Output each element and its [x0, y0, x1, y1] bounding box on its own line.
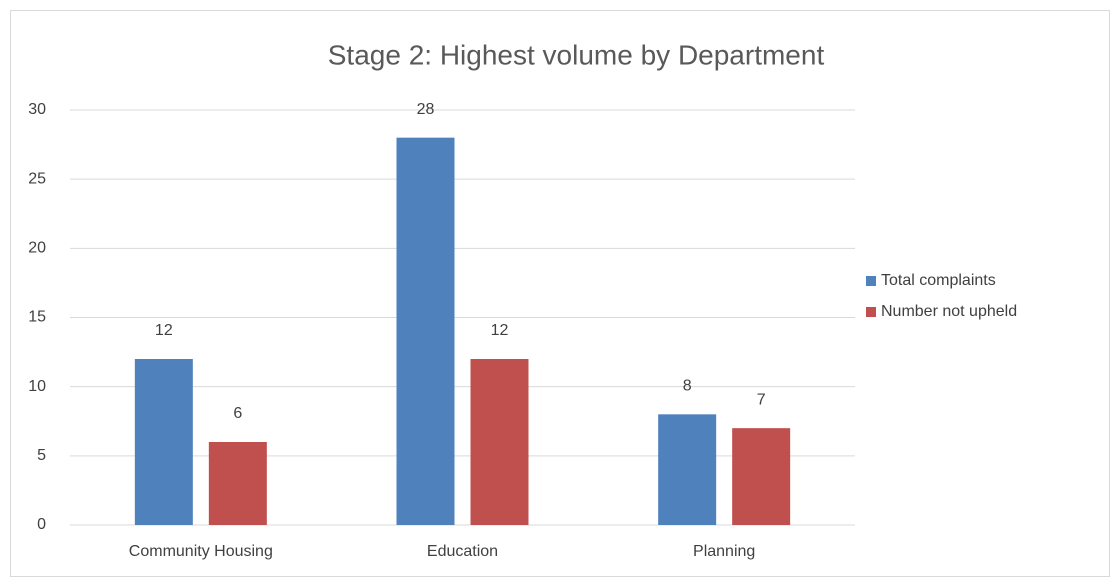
- y-tick-label: 30: [28, 101, 46, 118]
- bar: [732, 428, 791, 525]
- bar: [396, 137, 455, 525]
- bar: [470, 359, 529, 525]
- data-label: 8: [683, 378, 692, 395]
- data-label: 7: [757, 391, 766, 408]
- y-tick-label: 15: [28, 309, 46, 326]
- x-tick-label: Education: [427, 543, 498, 560]
- data-label: 12: [491, 322, 509, 339]
- x-tick-label: Community Housing: [129, 543, 273, 560]
- data-label: 6: [233, 405, 242, 422]
- y-tick-label: 5: [37, 447, 46, 464]
- data-label: 12: [155, 322, 173, 339]
- legend-label: Total complaints: [881, 272, 996, 289]
- data-label: 28: [417, 101, 435, 118]
- y-tick-label: 20: [28, 240, 46, 257]
- y-tick-label: 0: [37, 516, 46, 533]
- bar: [134, 359, 193, 525]
- chart-border: [10, 10, 1110, 577]
- chart-title: Stage 2: Highest volume by Department: [328, 39, 825, 70]
- y-tick-label: 25: [28, 170, 46, 187]
- x-tick-label: Planning: [693, 543, 755, 560]
- legend-swatch: [866, 276, 876, 286]
- bar: [208, 442, 267, 525]
- bar: [658, 414, 717, 525]
- y-tick-label: 10: [28, 378, 46, 395]
- legend-label: Number not upheld: [881, 303, 1017, 320]
- legend-swatch: [866, 307, 876, 317]
